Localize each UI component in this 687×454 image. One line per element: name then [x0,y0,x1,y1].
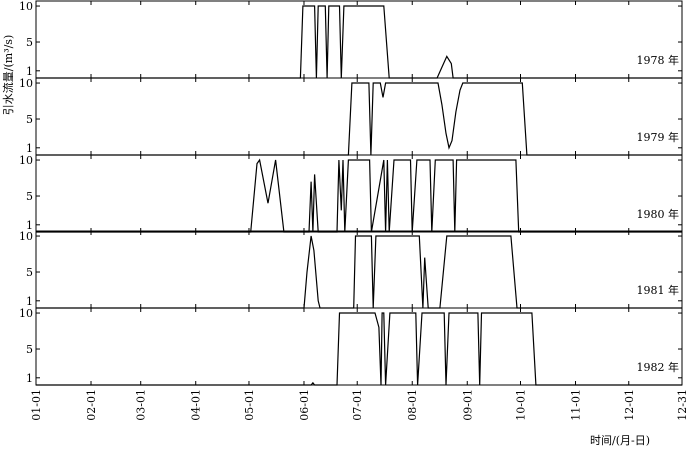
panel-label: 1980 年 [637,207,680,221]
x-tick-label: 09-01 [461,389,474,421]
panel-label: 1978 年 [637,53,680,67]
x-tick-label: 06-01 [298,389,311,421]
series-line [36,158,682,233]
y-tick-label: 5 [26,190,33,203]
x-tick-label: 04-01 [190,389,203,421]
panel-frame [35,307,683,386]
y-tick-label: 1 [26,372,33,385]
y-tick-label: 1 [26,219,33,232]
x-tick-label: 11-01 [570,389,583,421]
y-tick-label: 1 [26,65,33,78]
x-tick-label: 01-01 [30,389,43,421]
panel-label: 1979 年 [637,130,680,144]
panel-frame [35,154,683,233]
y-tick-label: 5 [26,36,33,49]
x-axis-title: 时间/(月-日) [590,434,650,447]
series-line [36,312,682,386]
y-tick-label: 5 [26,343,33,356]
panel-label: 1982 年 [637,360,680,374]
x-tick-label: 05-01 [243,389,256,421]
x-tick-label: 12-31 [676,389,687,421]
panel-frame [35,77,683,156]
series-line [36,235,682,309]
panel-frame [35,230,683,309]
x-tick-label: 10-01 [515,389,528,421]
y-tick-label: 1 [26,295,33,308]
y-tick-label: 10 [19,0,33,13]
y-tick-label: 5 [26,266,33,279]
y-tick-label: 10 [19,154,33,167]
y-axis-title: 引水流量/(m³/s) [1,35,15,115]
x-tick-label: 07-01 [351,389,364,421]
x-tick-label: 02-01 [85,389,98,421]
series-line [36,5,682,79]
x-tick-label: 12-01 [623,389,636,421]
y-tick-label: 10 [19,230,33,243]
series-line [36,82,682,156]
y-tick-label: 10 [19,77,33,90]
panel-label: 1981 年 [637,283,680,297]
x-tick-label: 03-01 [135,389,148,421]
y-tick-label: 5 [26,113,33,126]
panel-frame [35,0,683,79]
y-tick-label: 1 [26,142,33,155]
y-tick-label: 10 [19,307,33,320]
x-tick-label: 08-01 [406,389,419,421]
